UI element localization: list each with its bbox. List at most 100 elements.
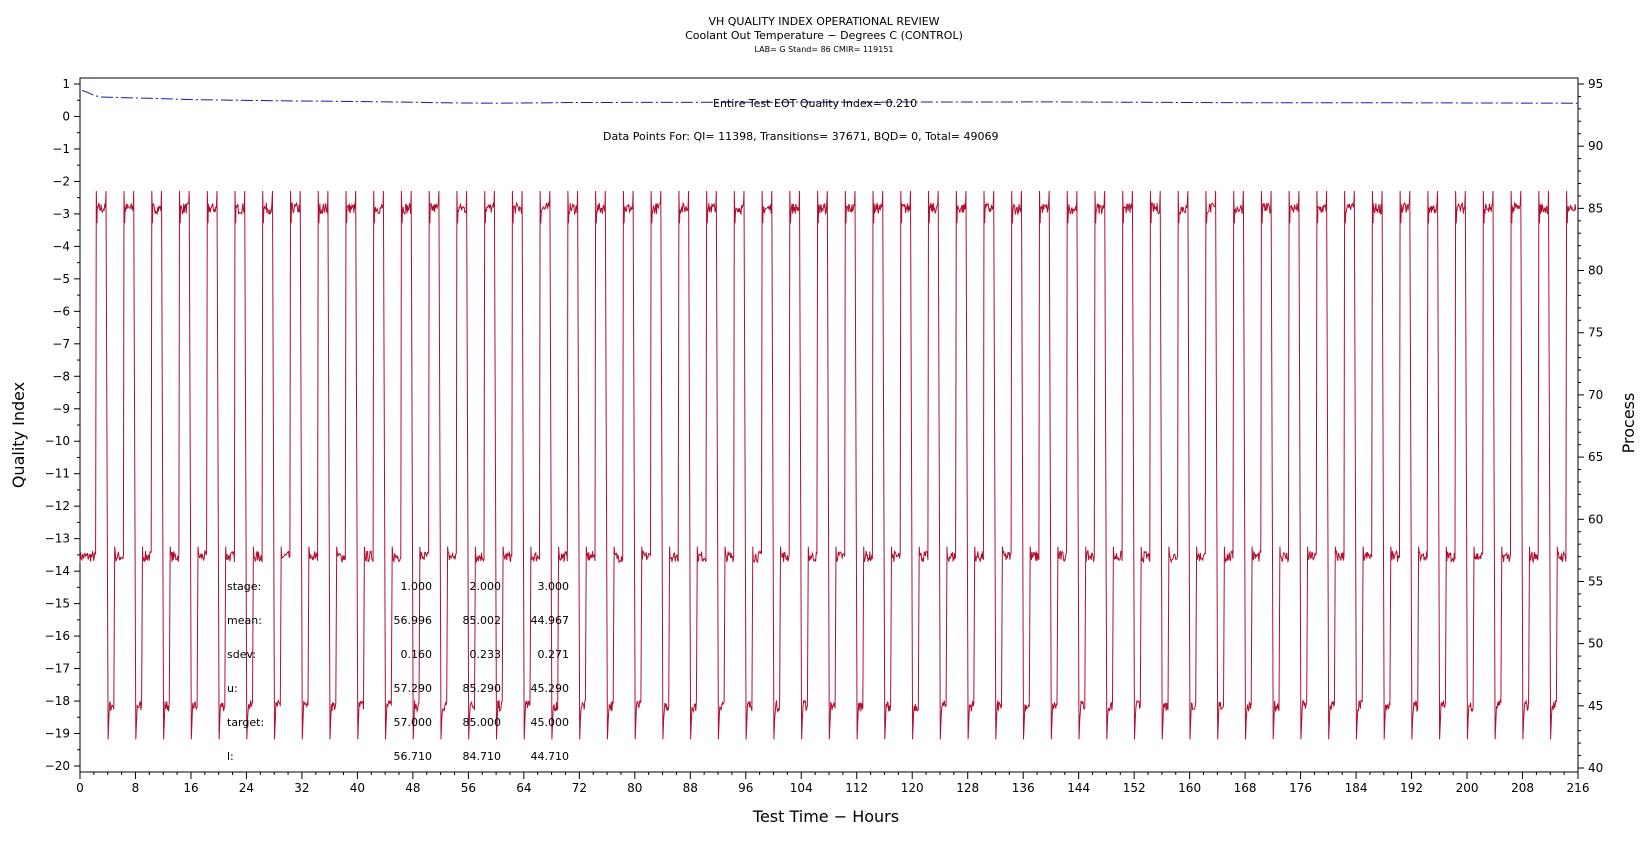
stat-stage3-target: 45.000 [531,716,570,729]
left-tick-label: −3 [52,207,70,221]
right-tick-label: 80 [1588,264,1603,278]
left-tick-label: −5 [52,272,70,286]
x-tick-label: 176 [1289,781,1312,795]
right-tick-label: 85 [1588,201,1603,215]
stat-stage1-sdev: 0.160 [401,648,433,661]
x-tick-label: 104 [790,781,813,795]
x-tick-label: 56 [461,781,476,795]
x-tick-label: 80 [627,781,642,795]
stat-stage1-u: 57.290 [394,682,433,695]
left-axis-ticks: 1 0 −1 −2 −3 −4 −5 −6 −7 −8 −9 −10 −11 −12 −13 −14 −15 −1… [45,77,80,773]
x-tick-label: 48 [405,781,420,795]
quality-index-series-line [81,90,1579,104]
x-tick-label: 32 [294,781,309,795]
y-axis-label-left: Quality Index [9,382,28,488]
left-tick-label: −10 [45,434,70,448]
chart-header: VH QUALITY INDEX OPERATIONAL REVIEW Cool… [685,15,963,54]
x-tick-label: 112 [845,781,868,795]
x-tick-label: 40 [350,781,365,795]
x-tick-label: 216 [1567,781,1590,795]
x-tick-label: 72 [572,781,587,795]
x-tick-label: 88 [683,781,698,795]
x-axis-label: Test Time − Hours [752,807,899,826]
stats-table: stage: mean: sdev: u: target: l: 1.000 5… [227,580,569,763]
left-tick-label: −20 [45,759,70,773]
stat-stage1-stage: 1.000 [401,580,433,593]
x-tick-label: 160 [1178,781,1201,795]
stat-label-u: u: [227,682,238,695]
stat-stage2-l: 84.710 [463,750,502,763]
x-tick-label: 16 [183,781,198,795]
right-tick-label: 40 [1588,761,1603,775]
x-axis-ticks: 0 8 16 24 32 40 48 56 64 72 80 88 96 104 112 120 128 136 1… [76,772,1589,795]
x-tick-label: 128 [956,781,979,795]
left-tick-label: −7 [52,337,70,351]
stat-stage2-u: 85.290 [463,682,502,695]
x-tick-label: 120 [901,781,924,795]
right-tick-label: 55 [1588,574,1603,588]
right-tick-label: 90 [1588,139,1603,153]
left-tick-label: −18 [45,694,70,708]
process-series-line [79,190,1577,740]
stat-stage3-l: 44.710 [531,750,570,763]
right-tick-label: 50 [1588,637,1603,651]
stat-label-target: target: [227,716,264,729]
x-tick-label: 8 [132,781,140,795]
left-tick-label: −2 [52,174,70,188]
right-tick-label: 95 [1588,77,1603,91]
right-tick-label: 45 [1588,699,1603,713]
stat-stage2-mean: 85.002 [463,614,502,627]
data-points-annotation: Data Points For: QI= 11398, Transitions=… [603,130,999,143]
stat-stage1-target: 57.000 [394,716,433,729]
stat-stage1-l: 56.710 [394,750,433,763]
x-tick-label: 24 [239,781,254,795]
chart-subtitle: Coolant Out Temperature − Degrees C (CON… [685,29,963,42]
left-tick-label: −8 [52,369,70,383]
right-axis-ticks: 95 90 85 80 75 70 65 60 55 50 45 40 [1578,77,1603,775]
left-tick-label: −14 [45,564,70,578]
right-tick-label: 65 [1588,450,1603,464]
left-tick-label: −6 [52,304,70,318]
stat-label-sdev: sdev: [227,648,256,661]
x-tick-label: 184 [1345,781,1368,795]
stat-stage3-sdev: 0.271 [538,648,570,661]
stat-stage3-stage: 3.000 [538,580,570,593]
x-tick-label: 0 [76,781,84,795]
stat-stage2-sdev: 0.233 [470,648,502,661]
y-axis-label-right: Process [1619,393,1638,454]
left-tick-label: −12 [45,499,70,513]
stat-label-mean: mean: [227,614,262,627]
left-tick-label: −15 [45,597,70,611]
stat-stage3-mean: 44.967 [531,614,570,627]
left-tick-label: −16 [45,629,70,643]
left-tick-label: −13 [45,532,70,546]
x-tick-label: 144 [1067,781,1090,795]
series-group [79,90,1579,740]
chart-subtitle-2: LAB= G Stand= 86 CMIR= 119151 [754,45,893,54]
left-tick-label: −11 [45,467,70,481]
right-tick-label: 70 [1588,388,1603,402]
left-tick-label: −1 [52,142,70,156]
left-tick-label: −4 [52,239,70,253]
stat-label-stage: stage: [227,580,261,593]
left-tick-label: −17 [45,662,70,676]
left-tick-label: 1 [62,77,70,91]
quality-index-annotation: Entire Test EOT Quality Index= 0.210 [713,97,917,110]
x-tick-label: 208 [1511,781,1534,795]
x-tick-label: 64 [516,781,531,795]
stat-stage2-target: 85.000 [463,716,502,729]
x-tick-label: 200 [1456,781,1479,795]
x-tick-label: 136 [1012,781,1035,795]
stat-stage3-u: 45.290 [531,682,570,695]
stat-stage2-stage: 2.000 [470,580,502,593]
stat-label-l: l: [227,750,234,763]
x-tick-label: 168 [1234,781,1257,795]
right-tick-label: 60 [1588,512,1603,526]
left-tick-label: −19 [45,727,70,741]
x-tick-label: 152 [1123,781,1146,795]
left-tick-label: 0 [62,109,70,123]
x-tick-label: 192 [1400,781,1423,795]
right-tick-label: 75 [1588,326,1603,340]
left-tick-label: −9 [52,402,70,416]
